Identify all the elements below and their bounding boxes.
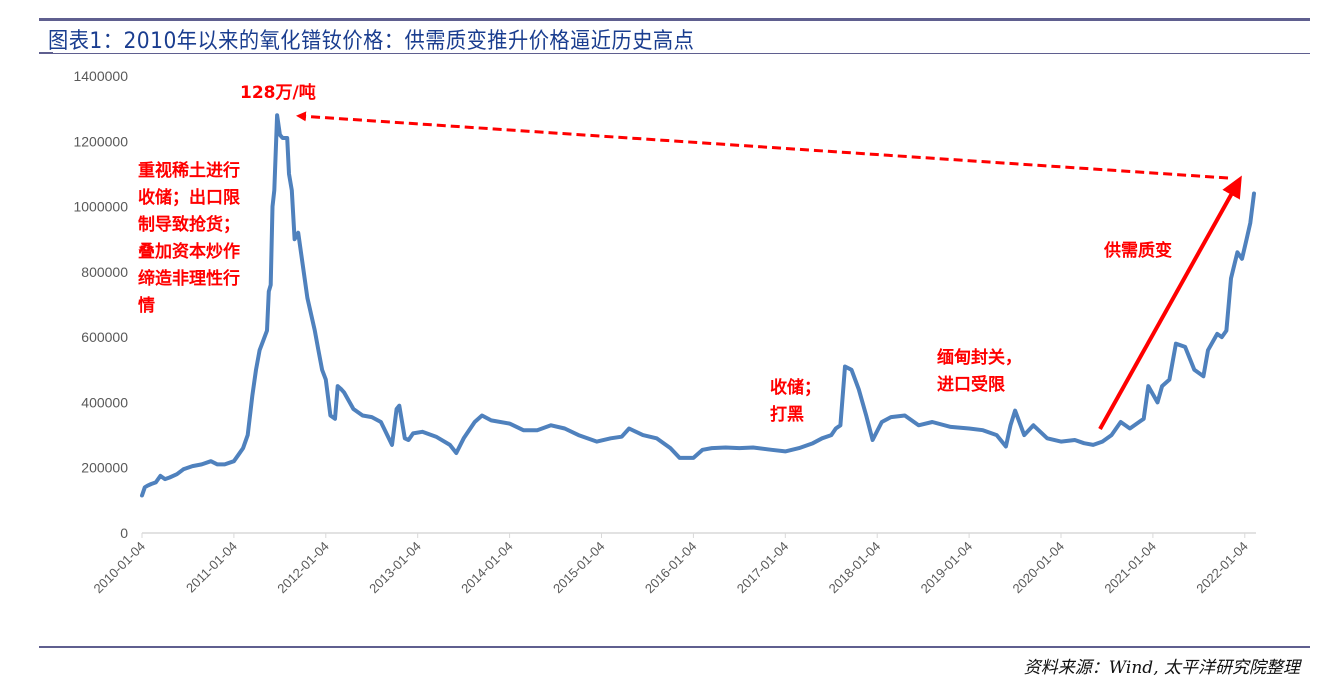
annotation-2017-crackdown: 收储； 打黑 [770, 375, 821, 429]
peak-price-label: 128万/吨 [240, 83, 316, 103]
annotation-line: 打黑 [770, 405, 804, 425]
y-tick-label: 400000 [81, 394, 128, 410]
price-series-line [140, 113, 1256, 498]
x-tick-label: 2010-01-04 [90, 539, 148, 597]
x-tick-label: 2013-01-04 [366, 539, 424, 597]
source-note: 资料来源：Wind, 太平洋研究院整理 [1023, 658, 1300, 678]
y-tick-label: 1400000 [73, 68, 128, 84]
annotation-2011-reserve: 重视稀土进行 收储；出口限 制导致抢货； 叠加资本炒作 缔造非理性行情 [138, 158, 240, 320]
title-bottom-rule [39, 53, 1310, 54]
annotation-line: 重视稀土进行 [138, 161, 240, 181]
x-tick-label: 2015-01-04 [550, 539, 608, 597]
footer-rule [39, 646, 1310, 648]
x-tick-label: 2020-01-04 [1009, 539, 1067, 597]
annotation-line: 收储；出口限 [138, 188, 240, 208]
annotation-line: 情 [138, 296, 155, 316]
dashed-arrow-to-peak [296, 111, 1229, 180]
title-top-rule [39, 18, 1310, 21]
x-tick-label: 2011-01-04 [183, 539, 240, 596]
title-rule-accent [39, 52, 53, 54]
x-tick-label: 2021-01-04 [1101, 539, 1159, 597]
y-tick-label: 0 [120, 525, 128, 541]
annotation-line: 缔造非理性行 [138, 269, 240, 289]
x-axis: 2010-01-04 2011-01-04 2012-01-04 2013-01-04… [90, 532, 1256, 597]
annotation-line: 制导致抢货； [138, 215, 240, 235]
y-tick-label: 1000000 [73, 199, 128, 215]
x-tick-label: 2012-01-04 [274, 539, 332, 597]
annotation-supply-demand-shift: 供需质变 [1104, 241, 1172, 261]
x-tick-label: 2022-01-04 [1193, 539, 1251, 597]
annotation-line: 进口受限 [937, 375, 1005, 395]
annotation-line: 收储； [770, 378, 821, 398]
annotation-line: 缅甸封关， [937, 348, 1022, 368]
y-tick-label: 200000 [81, 460, 128, 476]
y-tick-label: 800000 [81, 264, 128, 280]
x-tick-label: 2014-01-04 [458, 539, 516, 597]
supply-demand-arrow [1098, 175, 1242, 430]
x-tick-label: 2018-01-04 [826, 539, 884, 597]
chart-title: 图表1：2010年以来的氧化镨钕价格：供需质变推升价格逼近历史高点 [48, 29, 695, 54]
annotation-line: 叠加资本炒作 [138, 242, 240, 262]
y-tick-label: 1200000 [73, 133, 128, 149]
y-axis: 0 200000 400000 600000 800000 1000000 1200000 1… [73, 68, 128, 541]
annotation-2019-myanmar: 缅甸封关， 进口受限 [937, 345, 1022, 399]
x-tick-label: 2016-01-04 [642, 539, 700, 597]
y-tick-label: 600000 [81, 329, 128, 345]
x-tick-label: 2019-01-04 [918, 539, 976, 597]
x-tick-label: 2017-01-04 [734, 539, 792, 597]
